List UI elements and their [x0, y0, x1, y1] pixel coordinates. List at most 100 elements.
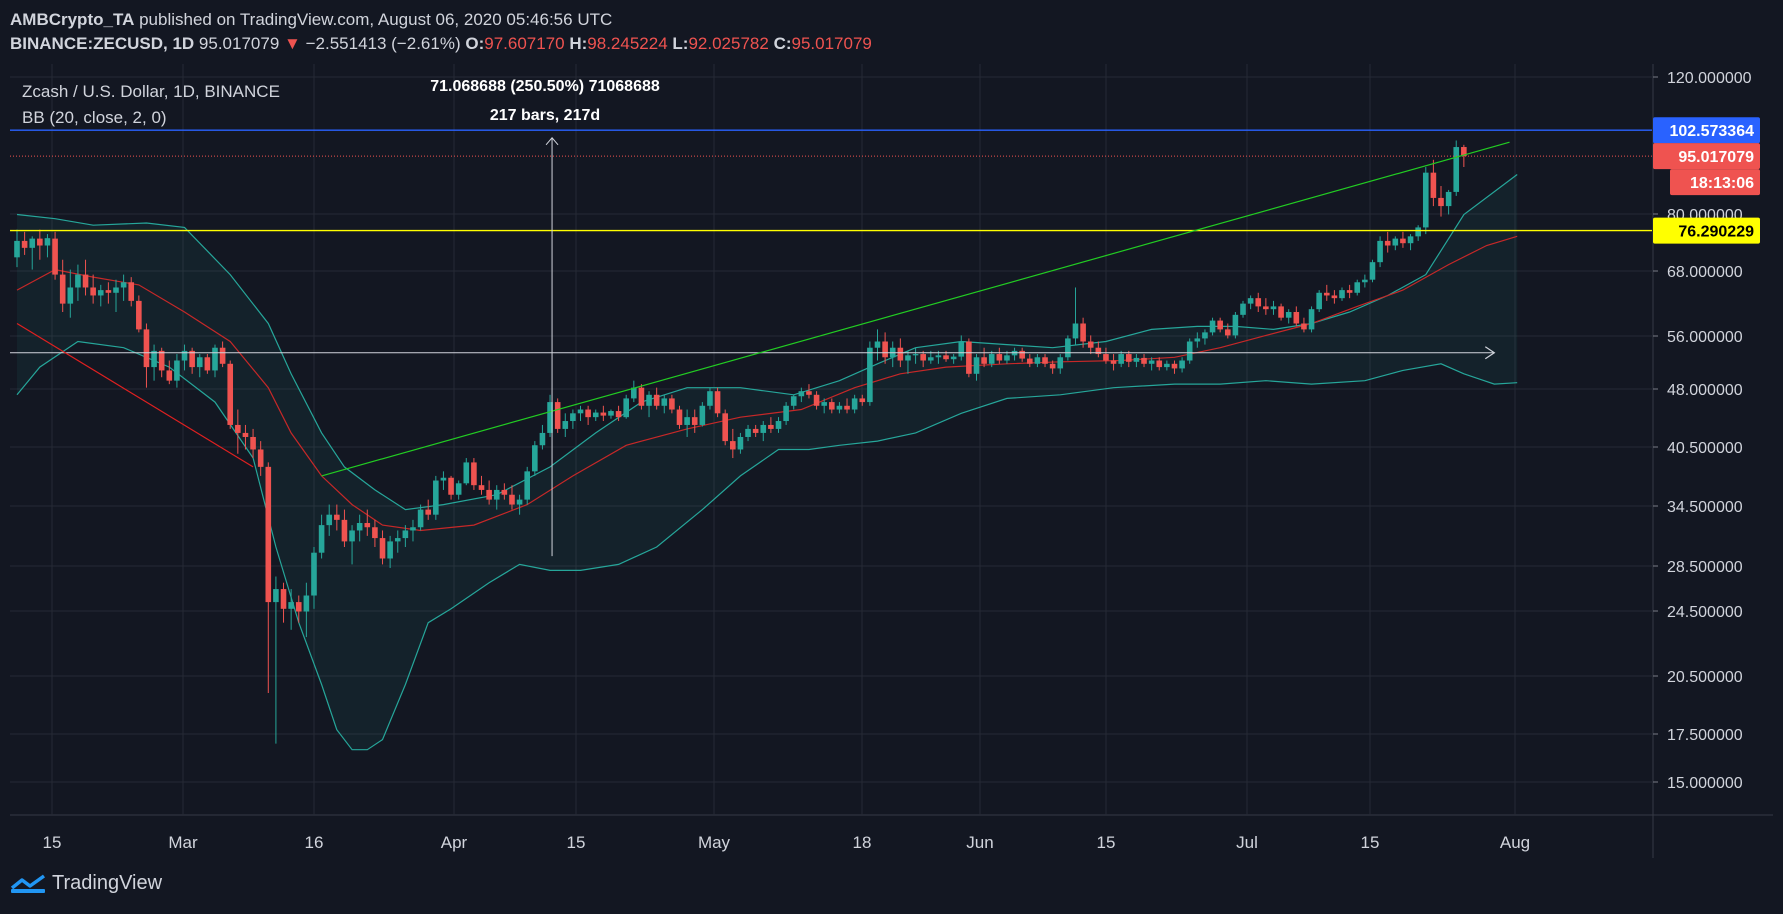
ascending-trendline[interactable]	[321, 141, 1510, 477]
candle[interactable]	[402, 530, 409, 539]
candle[interactable]	[928, 357, 934, 361]
candle[interactable]	[1057, 357, 1064, 369]
candle[interactable]	[684, 417, 690, 425]
candle[interactable]	[1430, 172, 1437, 198]
candle[interactable]	[364, 523, 371, 528]
candle[interactable]	[973, 357, 980, 374]
candle[interactable]	[821, 402, 827, 406]
candle[interactable]	[532, 445, 538, 472]
candle[interactable]	[935, 355, 942, 358]
candle[interactable]	[1042, 357, 1048, 364]
candle[interactable]	[1232, 314, 1239, 336]
candle[interactable]	[851, 398, 858, 410]
bb-legend[interactable]: BB (20, close, 2, 0)	[22, 108, 167, 127]
candle[interactable]	[1118, 354, 1124, 364]
candle[interactable]	[1240, 303, 1246, 315]
candle[interactable]	[1438, 197, 1444, 207]
candle[interactable]	[1407, 236, 1414, 244]
candle[interactable]	[417, 509, 424, 528]
candle[interactable]	[1445, 191, 1452, 207]
candle[interactable]	[592, 412, 599, 418]
candle[interactable]	[1072, 323, 1079, 339]
candle[interactable]	[958, 341, 965, 357]
candle[interactable]	[120, 282, 127, 288]
candle[interactable]	[631, 387, 637, 399]
candle[interactable]	[730, 441, 736, 450]
candle[interactable]	[90, 287, 96, 296]
candle[interactable]	[318, 525, 325, 553]
candle[interactable]	[806, 391, 812, 395]
candle[interactable]	[113, 287, 119, 293]
candle[interactable]	[273, 589, 279, 603]
candle[interactable]	[981, 357, 987, 364]
candle[interactable]	[1194, 338, 1201, 342]
candle[interactable]	[471, 462, 477, 486]
candle[interactable]	[425, 509, 432, 515]
candle[interactable]	[440, 477, 447, 481]
candle[interactable]	[1133, 357, 1140, 362]
candle[interactable]	[242, 432, 249, 437]
candle[interactable]	[1278, 306, 1284, 318]
candle[interactable]	[1171, 363, 1178, 369]
candle[interactable]	[67, 287, 74, 304]
candle[interactable]	[950, 356, 957, 360]
candle[interactable]	[1186, 341, 1193, 361]
candle[interactable]	[250, 436, 256, 450]
candle[interactable]	[280, 589, 287, 609]
author-name[interactable]: AMBCrypto_TA	[10, 10, 135, 29]
chart-pane[interactable]	[10, 64, 1652, 815]
candle[interactable]	[486, 489, 492, 500]
candle[interactable]	[356, 523, 363, 531]
candle[interactable]	[1164, 363, 1170, 368]
candle[interactable]	[1453, 147, 1460, 192]
candle[interactable]	[1415, 227, 1421, 237]
resistance-price-tag[interactable]	[1653, 117, 1760, 144]
candle[interactable]	[212, 347, 218, 371]
last-price-tag[interactable]	[1653, 143, 1760, 170]
candle[interactable]	[204, 357, 211, 371]
candle[interactable]	[1087, 341, 1094, 348]
candle[interactable]	[577, 409, 584, 414]
candle[interactable]	[1301, 323, 1307, 330]
candle[interactable]	[1293, 312, 1300, 324]
candle[interactable]	[676, 409, 683, 425]
candle[interactable]	[562, 421, 569, 429]
candle[interactable]	[1110, 360, 1117, 364]
candle[interactable]	[897, 347, 904, 361]
candle[interactable]	[410, 527, 416, 531]
candle[interactable]	[29, 238, 36, 248]
candle[interactable]	[768, 424, 774, 429]
candle[interactable]	[1156, 360, 1163, 368]
time-axis[interactable]	[10, 815, 1652, 858]
candle[interactable]	[1377, 240, 1383, 263]
candle[interactable]	[257, 449, 264, 467]
candle[interactable]	[1323, 292, 1330, 296]
candle[interactable]	[372, 527, 378, 539]
candle[interactable]	[1362, 279, 1368, 283]
symbol-legend[interactable]: Zcash / U.S. Dollar, 1D, BINANCE	[22, 82, 280, 101]
candle[interactable]	[661, 398, 668, 406]
candle[interactable]	[996, 354, 1003, 361]
candle[interactable]	[478, 485, 485, 490]
candle[interactable]	[1285, 312, 1292, 318]
candle[interactable]	[82, 274, 89, 288]
candle[interactable]	[943, 355, 949, 360]
candle[interactable]	[638, 387, 645, 406]
candle[interactable]	[775, 421, 782, 429]
candle[interactable]	[920, 354, 926, 361]
candle[interactable]	[752, 428, 759, 433]
candle[interactable]	[349, 530, 355, 542]
candle[interactable]	[912, 354, 919, 356]
countdown-tag[interactable]	[1670, 169, 1760, 196]
candle[interactable]	[707, 391, 713, 406]
candle[interactable]	[265, 466, 272, 603]
candle[interactable]	[97, 290, 104, 296]
candle[interactable]	[1354, 282, 1361, 293]
candle[interactable]	[1080, 323, 1086, 342]
candle[interactable]	[1019, 350, 1025, 359]
candle[interactable]	[394, 538, 401, 542]
candle[interactable]	[1400, 238, 1406, 244]
candle[interactable]	[1065, 338, 1071, 358]
candle[interactable]	[303, 595, 310, 612]
candle[interactable]	[448, 477, 454, 495]
